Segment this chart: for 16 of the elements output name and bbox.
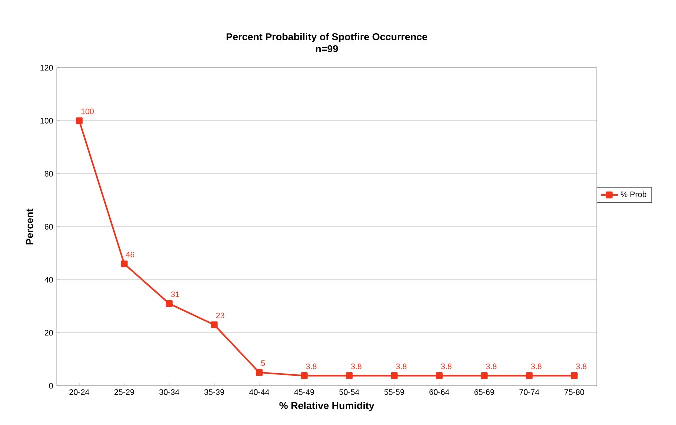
y-axis-title: Percent: [26, 208, 34, 245]
point: [256, 369, 263, 376]
point: [166, 300, 173, 308]
point: [391, 372, 398, 380]
point: [481, 372, 488, 380]
chart-subtitle: n=99: [316, 45, 338, 52]
point: [571, 372, 578, 380]
point: [301, 372, 308, 380]
chart-title: Percent Probability of Spotfire Occurrence: [226, 33, 428, 43]
point: [526, 372, 533, 380]
point: [436, 372, 443, 380]
x-axis-title: % Relative Humidity: [280, 402, 375, 412]
point: [121, 260, 128, 268]
point: [346, 372, 353, 380]
point: [211, 322, 218, 328]
point: [76, 118, 83, 124]
